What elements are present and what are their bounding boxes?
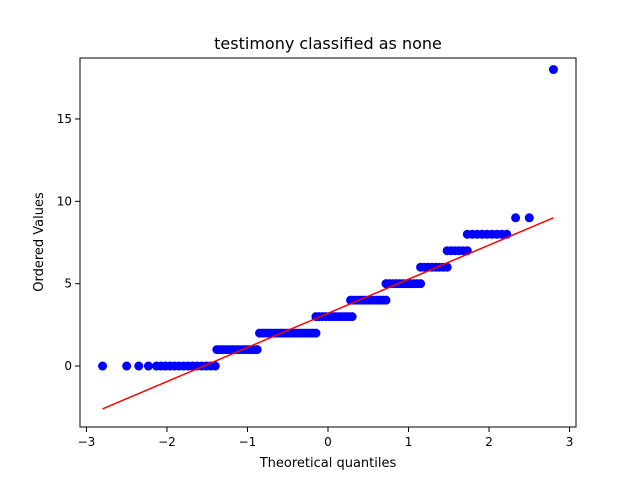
x-tick-label: 1 bbox=[405, 435, 413, 449]
data-point bbox=[134, 361, 144, 371]
fit-line bbox=[102, 217, 554, 410]
plot-area: −3 −2 −1 0 1 2 3 0 5 10 15 bbox=[57, 57, 577, 449]
data-point bbox=[210, 361, 220, 371]
x-tick-label: 3 bbox=[566, 435, 574, 449]
y-tick-label: 0 bbox=[64, 359, 72, 373]
data-point bbox=[311, 328, 321, 338]
x-tick-label: 0 bbox=[324, 435, 332, 449]
data-point bbox=[511, 213, 521, 223]
data-point bbox=[122, 361, 132, 371]
y-tick-label: 15 bbox=[57, 112, 72, 126]
x-tick-label: −2 bbox=[158, 435, 176, 449]
y-tick-label: 10 bbox=[57, 194, 72, 208]
data-point bbox=[548, 65, 558, 75]
y-tick-label: 5 bbox=[64, 277, 72, 291]
x-tick-label: 2 bbox=[485, 435, 493, 449]
x-tick-label: −3 bbox=[78, 435, 96, 449]
x-axis-label: Theoretical quantiles bbox=[259, 456, 397, 471]
x-tick-label: −1 bbox=[239, 435, 257, 449]
data-point bbox=[524, 213, 534, 223]
data-point bbox=[98, 361, 108, 371]
data-point bbox=[381, 295, 391, 305]
data-point bbox=[442, 262, 452, 272]
data-point bbox=[143, 361, 153, 371]
chart-title: testimony classified as none bbox=[214, 34, 442, 53]
data-point bbox=[347, 312, 357, 322]
y-axis-label: Ordered Values bbox=[32, 192, 47, 292]
data-point bbox=[416, 279, 426, 289]
data-point bbox=[252, 345, 262, 355]
